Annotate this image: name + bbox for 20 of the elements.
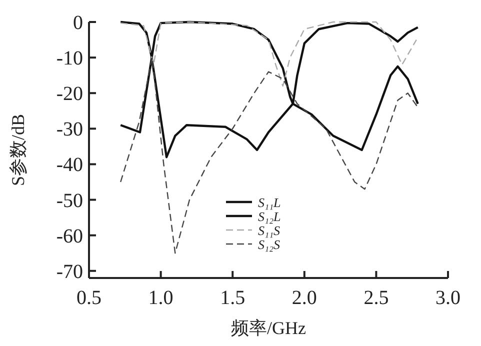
y-tick-label: -30 — [56, 118, 83, 141]
y-tick-label: -60 — [56, 225, 83, 248]
x-tick-label: 0.5 — [76, 287, 102, 309]
x-axis-title: 频率/GHz — [231, 318, 306, 338]
legend-label: S₁₁S — [258, 223, 281, 238]
y-tick-label: -20 — [56, 83, 83, 106]
x-tick-label: 2.5 — [364, 287, 389, 309]
x-tick-label: 3.0 — [436, 287, 460, 309]
legend-label: S₁₁L — [258, 195, 281, 210]
x-tick-label: 1.0 — [148, 287, 174, 309]
y-tick-label: -40 — [56, 154, 83, 176]
legend-label: S₁₂L — [258, 209, 281, 224]
y-tick-label: -10 — [56, 48, 83, 70]
x-tick-label: 2.0 — [292, 287, 317, 309]
y-tick-label: -50 — [56, 190, 83, 212]
x-tick-label: 1.5 — [220, 287, 246, 309]
legend-label: S₁₂S — [258, 237, 281, 252]
y-tick-label: 0 — [73, 12, 83, 34]
y-axis-title: S参数/dB — [8, 114, 28, 186]
y-tick-label: -70 — [56, 260, 83, 283]
